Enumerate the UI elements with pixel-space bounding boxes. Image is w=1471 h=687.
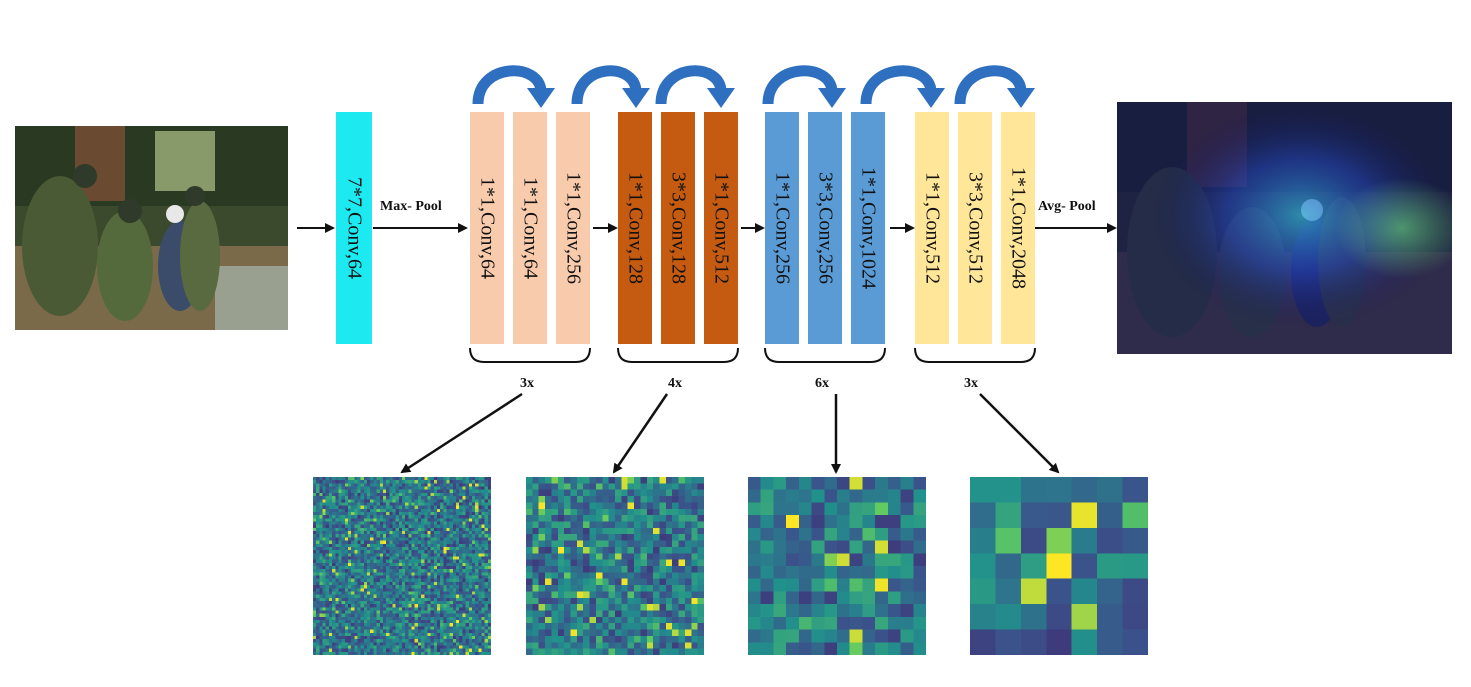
max-pool-label: Max- Pool: [380, 199, 442, 214]
stem-conv-label: 7*7,Conv,64: [343, 176, 366, 280]
skip-arrow: [762, 65, 846, 108]
avg-pool-label: Avg- Pool: [1038, 199, 1096, 214]
stage1-feature-heatmap: [313, 477, 491, 655]
conv-layer-label: 1*1,Conv,128: [624, 171, 647, 285]
stage-brace: [617, 347, 739, 363]
conv-layer-label: 1*1,Conv,2048: [1007, 166, 1030, 290]
stage3-repeat-label: 6x: [815, 376, 829, 391]
conv-layer-label: 1*1,Conv,1024: [857, 166, 880, 290]
skip-arrow: [954, 65, 1035, 108]
stage-brace: [469, 347, 591, 363]
conv-layer-label: 1*1,Conv,256: [562, 171, 585, 285]
conv-layer-label: 1*1,Conv,512: [921, 171, 944, 285]
skip-connection-arrows: [472, 65, 1035, 108]
conv-layer-label: 1*1,Conv,64: [519, 176, 542, 280]
conv-layer-label: 1*1,Conv,64: [476, 176, 499, 280]
conv-layer-label: 3*3,Conv,128: [667, 171, 690, 285]
stage4-conv-layer: 1*1,Conv,512: [915, 112, 949, 344]
stage3-feature-heatmap: [748, 477, 926, 655]
stage2-conv-layer: 3*3,Conv,128: [661, 112, 695, 344]
conv-layer-label: 1*1,Conv,512: [710, 171, 733, 285]
feature-map-arrows: [400, 392, 1060, 474]
skip-arrow: [571, 65, 650, 108]
stage2-repeat-label: 4x: [668, 376, 682, 391]
conv-layer-label: 3*3,Conv,256: [814, 171, 837, 285]
stage1-repeat-label: 3x: [520, 376, 534, 391]
feature-map-arrow: [979, 393, 1060, 474]
stage4-conv-layer: 1*1,Conv,2048: [1001, 112, 1035, 344]
stage1-conv-layer: 1*1,Conv,256: [556, 112, 590, 344]
stage1-conv-layer: 1*1,Conv,64: [470, 112, 504, 344]
stage2-feature-heatmap: [526, 477, 704, 655]
stage-braces: [469, 347, 1036, 363]
stage-brace: [914, 347, 1036, 363]
stem-conv-layer: 7*7,Conv,64: [336, 112, 372, 344]
stage2-conv-layer: 1*1,Conv,128: [618, 112, 652, 344]
stage2-conv-layer: 1*1,Conv,512: [704, 112, 738, 344]
stage4-conv-layer: 3*3,Conv,512: [958, 112, 992, 344]
stage4-feature-heatmap: [970, 477, 1148, 655]
stage1-conv-layer: 1*1,Conv,64: [513, 112, 547, 344]
stage-brace: [764, 347, 886, 363]
conv-layer-label: 1*1,Conv,256: [771, 171, 794, 285]
stage3-conv-layer: 1*1,Conv,1024: [851, 112, 885, 344]
skip-arrow: [655, 65, 735, 108]
feature-map-arrow: [400, 392, 523, 474]
stage4-repeat-label: 3x: [964, 376, 978, 391]
feature-map-arrow: [612, 393, 669, 474]
stage3-conv-layer: 1*1,Conv,256: [765, 112, 799, 344]
skip-arrow: [472, 65, 555, 108]
stage3-conv-layer: 3*3,Conv,256: [808, 112, 842, 344]
output-image: [1117, 102, 1452, 354]
conv-layer-label: 3*3,Conv,512: [964, 171, 987, 285]
skip-arrow: [860, 65, 945, 108]
input-image: [15, 126, 288, 330]
